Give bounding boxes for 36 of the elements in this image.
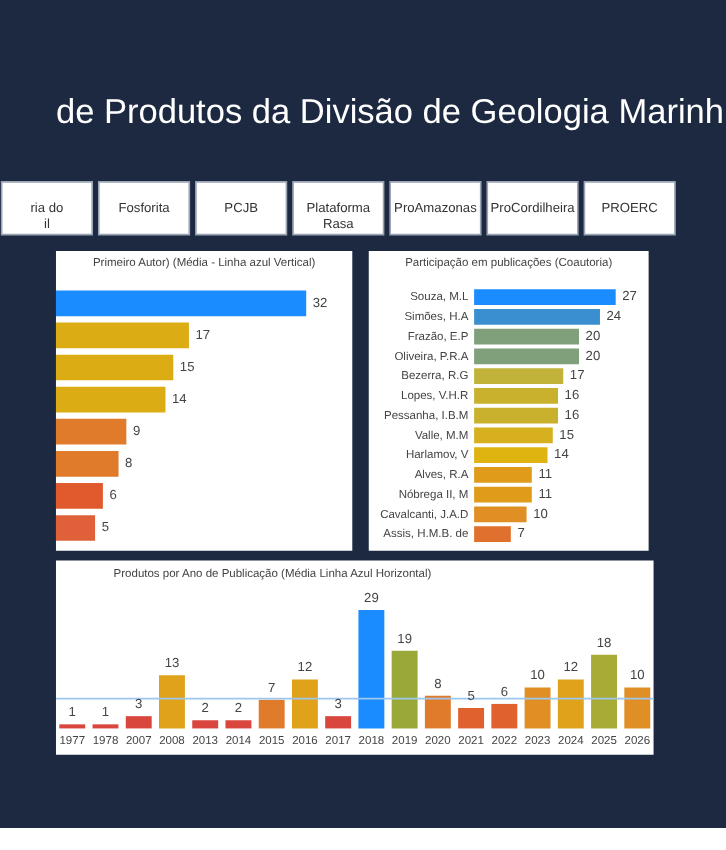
bar bbox=[491, 703, 518, 729]
bar bbox=[624, 687, 651, 729]
bar bbox=[474, 427, 553, 444]
bar bbox=[55, 322, 189, 349]
bar bbox=[524, 687, 551, 729]
bar bbox=[55, 386, 166, 413]
bar bbox=[474, 368, 564, 385]
bar bbox=[291, 679, 318, 729]
text: de Produtos da Divisão de Geologia Marinh bbox=[55, 90, 724, 131]
bar bbox=[258, 699, 285, 729]
bar bbox=[474, 308, 600, 325]
bar bbox=[474, 486, 532, 503]
bar bbox=[159, 675, 185, 729]
bar bbox=[474, 387, 559, 404]
bar bbox=[125, 716, 152, 729]
bar bbox=[458, 708, 485, 729]
bar bbox=[424, 695, 451, 729]
bar bbox=[474, 467, 532, 483]
bar bbox=[55, 354, 174, 381]
bar bbox=[474, 407, 559, 424]
bar bbox=[55, 418, 127, 445]
bar bbox=[474, 447, 548, 464]
bar bbox=[55, 290, 307, 317]
bar bbox=[391, 650, 418, 729]
bar bbox=[591, 654, 617, 729]
bar bbox=[557, 679, 584, 729]
bar bbox=[55, 450, 119, 477]
bar bbox=[474, 506, 527, 523]
bar bbox=[358, 609, 385, 729]
bar bbox=[55, 515, 96, 541]
bar bbox=[474, 526, 511, 543]
bar bbox=[192, 720, 219, 729]
bar bbox=[225, 720, 252, 729]
bar bbox=[474, 289, 616, 306]
bar bbox=[325, 716, 352, 729]
bar bbox=[55, 483, 103, 509]
